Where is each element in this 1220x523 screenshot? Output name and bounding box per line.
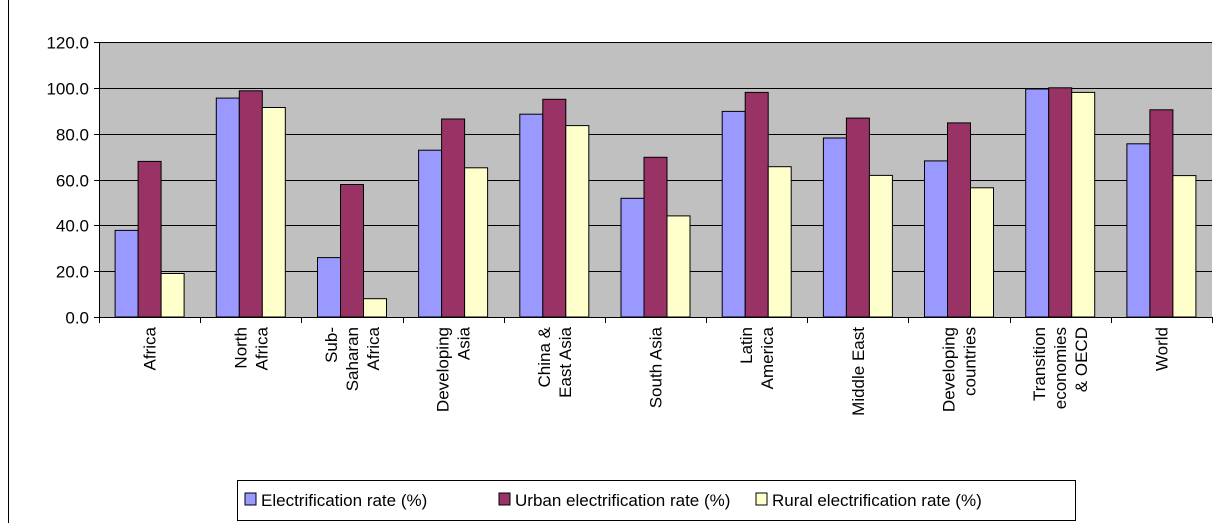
bar xyxy=(1071,91,1096,318)
x-category-label: Transition xyxy=(1030,327,1049,401)
x-category-label: Latin xyxy=(737,327,756,364)
x-category-label: Africa xyxy=(364,326,383,370)
x-category-label: China & xyxy=(535,326,554,387)
bar xyxy=(114,229,139,318)
bar xyxy=(238,90,263,318)
bar xyxy=(924,160,948,318)
bar xyxy=(721,110,746,318)
bar xyxy=(1149,109,1174,318)
x-category-label: Developing xyxy=(940,327,959,412)
x-category-label: North xyxy=(231,327,250,369)
bar xyxy=(261,107,286,318)
x-category-label: Africa xyxy=(252,326,271,370)
bar xyxy=(947,122,971,318)
y-axis-ticks: 0.0 20.0 40.0 60.0 80.0 100.0 120.0 xyxy=(46,34,99,328)
bar xyxy=(845,117,870,318)
bar xyxy=(744,91,769,318)
bar xyxy=(970,187,994,318)
bar xyxy=(464,167,489,318)
x-category-label: Saharan xyxy=(343,327,362,391)
bar xyxy=(868,174,893,318)
x-category-label: South Asia xyxy=(647,326,666,408)
bar xyxy=(137,160,162,318)
legend-box xyxy=(237,480,1076,521)
bar xyxy=(519,113,544,318)
y-tick-label: 20.0 xyxy=(56,263,89,282)
legend-label: Rural electrification rate (%) xyxy=(772,491,982,510)
bar xyxy=(1048,87,1073,318)
bar xyxy=(620,197,645,318)
bar xyxy=(215,97,240,318)
x-axis-category-labels: Africa North Africa Sub- Saharan Africa Develo… xyxy=(141,326,1172,415)
bar xyxy=(160,273,185,318)
x-category-label: Developing xyxy=(434,327,453,412)
bar xyxy=(317,257,341,318)
legend-label: Electrification rate (%) xyxy=(261,491,427,510)
legend: Electrification rate (%) Urban electrific… xyxy=(237,480,1076,521)
bar xyxy=(542,98,567,318)
x-category-label: World xyxy=(1152,327,1171,371)
y-tick-label: 100.0 xyxy=(46,80,89,99)
bar xyxy=(418,149,443,318)
x-category-label: Asia xyxy=(455,326,474,360)
bar xyxy=(1172,175,1197,318)
y-tick-label: 40.0 xyxy=(56,217,89,236)
x-category-label: & OECD xyxy=(1072,327,1091,392)
x-category-label: America xyxy=(758,326,777,389)
legend-swatch xyxy=(755,492,768,506)
bars-group xyxy=(114,87,1197,318)
bar xyxy=(822,137,847,318)
bar xyxy=(643,156,668,318)
y-tick-label: 60.0 xyxy=(56,172,89,191)
legend-swatch xyxy=(244,492,257,506)
x-category-label: Africa xyxy=(141,326,160,370)
x-category-label: Sub- xyxy=(322,327,341,363)
bar xyxy=(363,298,387,318)
x-category-label: economies xyxy=(1051,327,1070,409)
bar xyxy=(666,215,691,318)
x-category-label: countries xyxy=(961,327,980,396)
bar xyxy=(565,125,590,318)
legend-swatch xyxy=(498,492,511,506)
bar xyxy=(441,118,466,318)
axes xyxy=(99,42,1213,323)
x-category-label: East Asia xyxy=(556,326,575,397)
bar xyxy=(1126,143,1151,318)
y-tick-label: 120.0 xyxy=(46,34,89,53)
y-tick-label: 0.0 xyxy=(65,309,89,328)
y-tick-label: 80.0 xyxy=(56,126,89,145)
bar xyxy=(767,166,792,318)
bar xyxy=(1025,88,1050,318)
x-category-label: Middle East xyxy=(849,327,868,416)
bar xyxy=(340,184,364,318)
legend-label: Urban electrification rate (%) xyxy=(515,491,730,510)
